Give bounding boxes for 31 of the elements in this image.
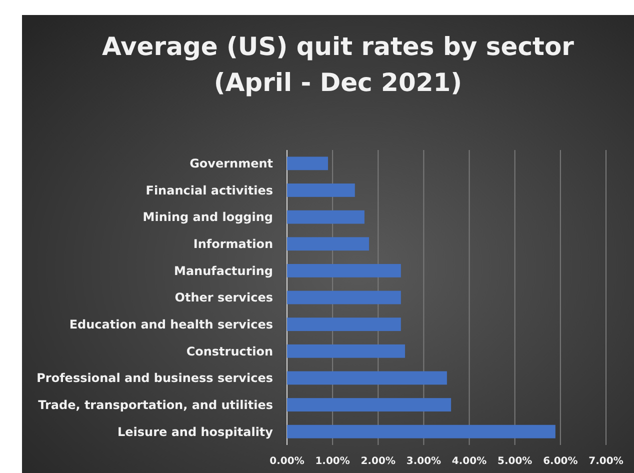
x-tick-label: 6.00%	[543, 456, 578, 467]
y-tick-label: Leisure and hospitality	[118, 424, 274, 439]
y-tick-label: Trade, transportation, and utilities	[38, 398, 273, 412]
y-tick-label: Financial activities	[146, 183, 273, 198]
bar	[287, 184, 355, 197]
x-tick-label: 0.00%	[270, 456, 304, 467]
y-tick-label: Other services	[174, 290, 273, 305]
x-tick-label: 3.00%	[406, 456, 442, 467]
y-tick-label: Mining and logging	[142, 210, 273, 224]
y-tick-label: Education and health services	[69, 318, 273, 332]
x-tick-label: 7.00%	[588, 456, 624, 467]
x-tick-label: 4.00%	[452, 456, 487, 467]
bar	[287, 156, 328, 170]
bar	[287, 290, 401, 304]
bar	[287, 371, 447, 385]
bar	[287, 237, 370, 251]
bar	[287, 398, 452, 412]
bar	[287, 318, 401, 332]
y-tick-label: Government	[190, 156, 274, 171]
x-tick-label: 5.00%	[498, 456, 532, 467]
y-tick-label: Construction	[186, 344, 273, 358]
bar	[287, 264, 401, 278]
chart-title: Average (US) quit rates by sector (April - Dec 2021)	[102, 32, 575, 97]
y-tick-label: Professional and business services	[36, 371, 273, 386]
bar	[287, 344, 406, 358]
x-tick-label: 2.00%	[360, 456, 396, 467]
x-tick-label: 1.00%	[315, 456, 350, 467]
bar	[287, 424, 556, 438]
y-tick-label: Information	[193, 237, 273, 252]
y-tick-label: Manufacturing	[174, 264, 273, 278]
bar	[287, 210, 364, 224]
